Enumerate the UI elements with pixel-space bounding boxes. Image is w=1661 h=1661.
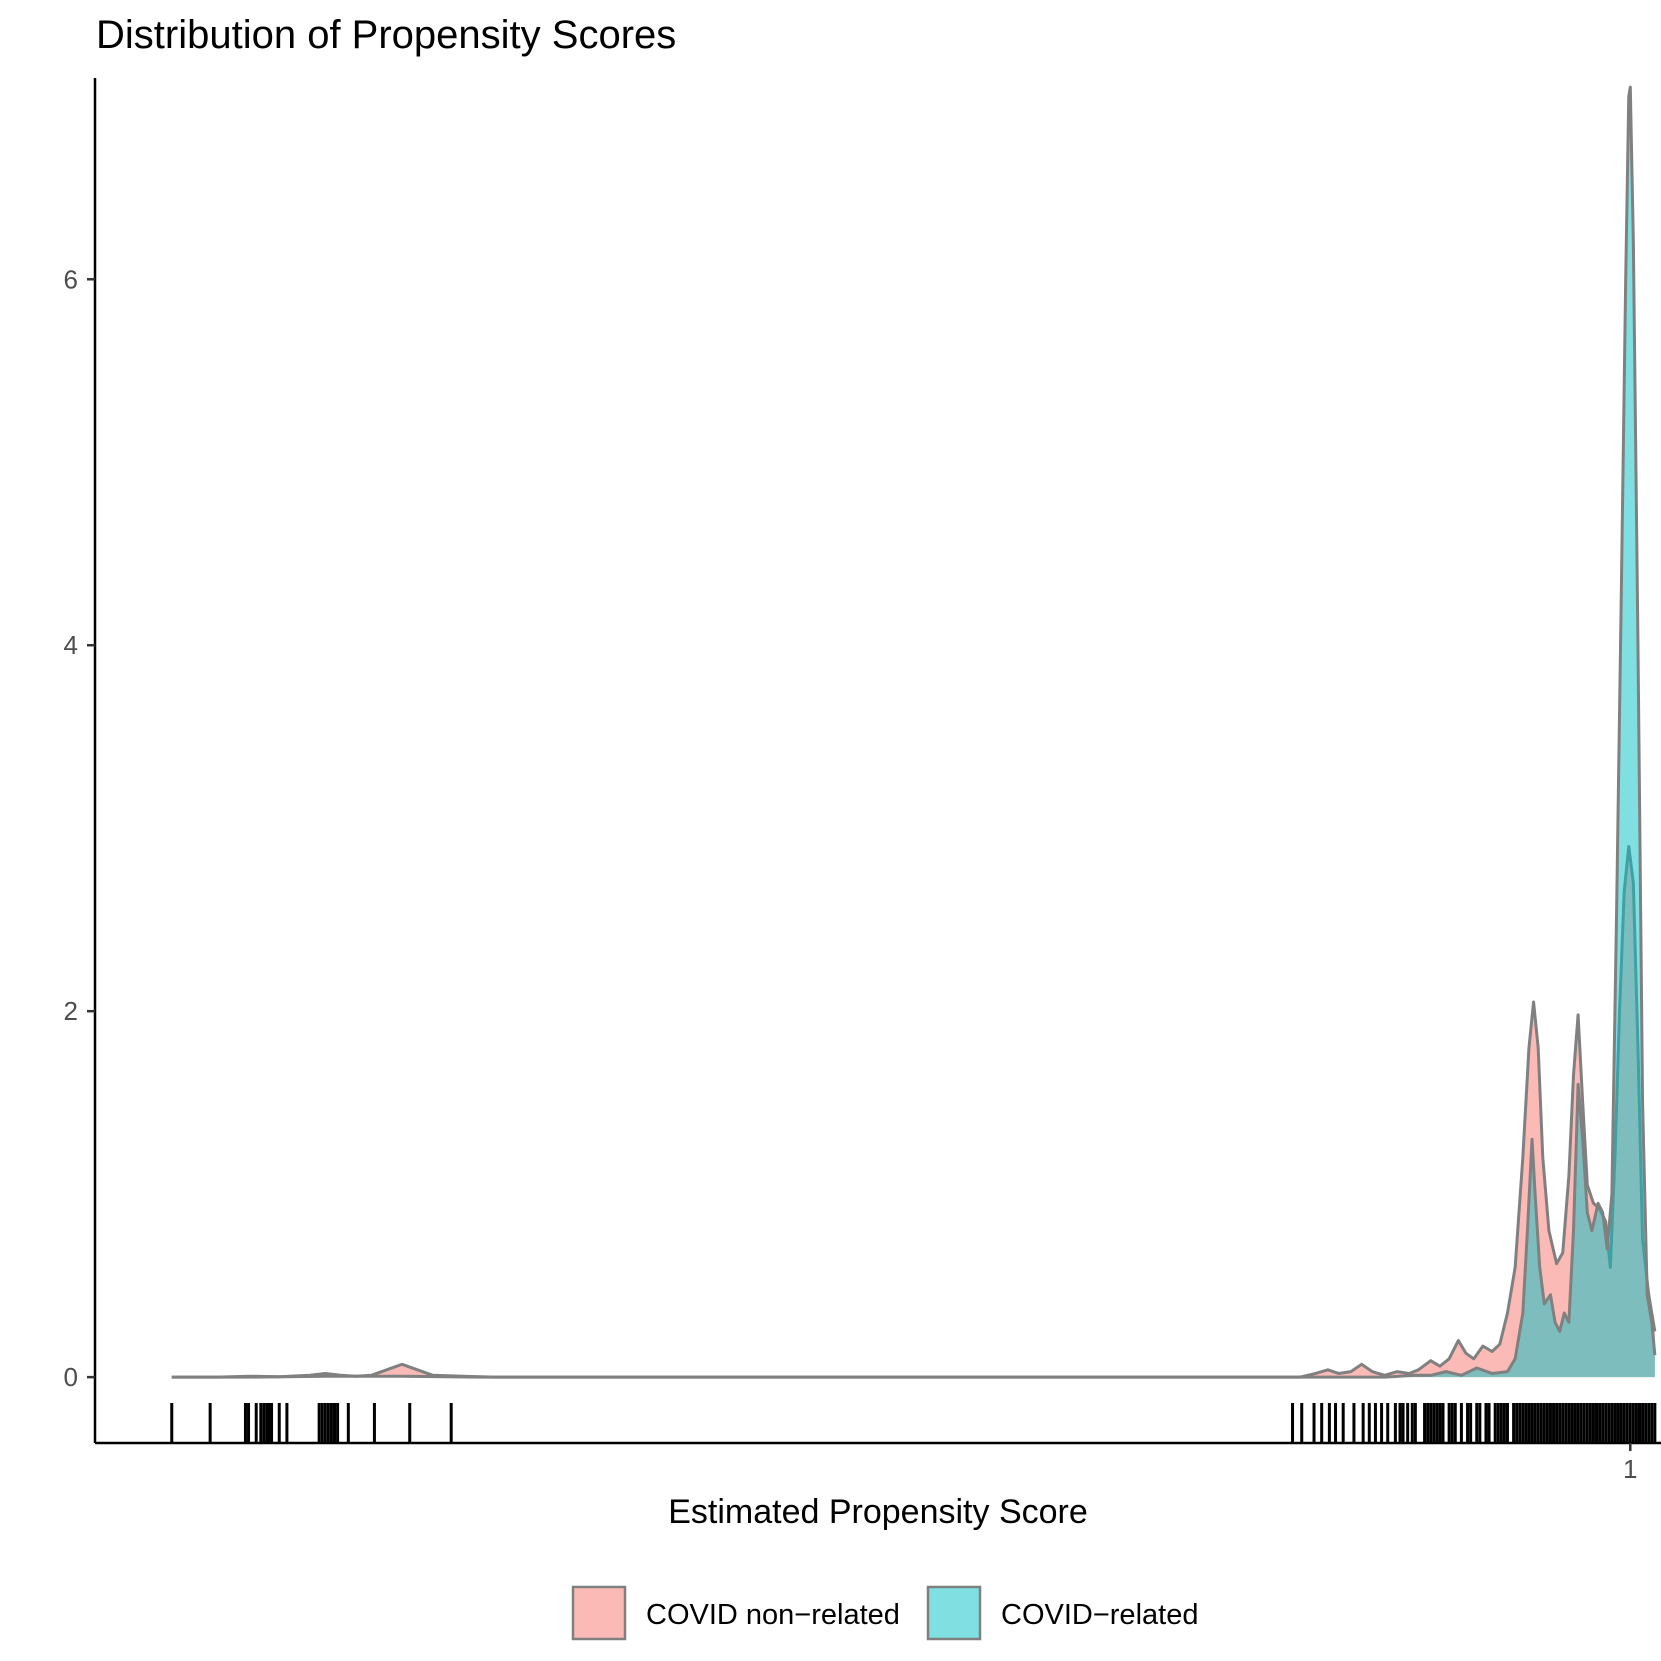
x-tick-label-0: 1 <box>1623 1454 1637 1484</box>
density-line-series-1 <box>171 85 1657 1379</box>
legend: COVID non−related COVID−related <box>571 1585 1198 1641</box>
x-ticks: 1 <box>1623 1443 1638 1484</box>
legend-swatch-0 <box>571 1585 627 1641</box>
density-areas <box>171 85 1657 1379</box>
chart-title: Distribution of Propensity Scores <box>96 13 676 57</box>
legend-label-1: COVID−related <box>1001 1599 1198 1631</box>
density-area-series-0 <box>171 846 1655 1378</box>
y-ticks: 0 2 4 6 <box>64 264 95 1392</box>
x-axis-title: Estimated Propensity Score <box>668 1493 1088 1531</box>
density-line-series-0 <box>171 845 1657 1379</box>
y-tick-label-1: 2 <box>64 996 78 1026</box>
y-tick-label-0: 0 <box>64 1362 78 1392</box>
rug-marks <box>170 1403 1657 1443</box>
y-tick-label-3: 6 <box>64 264 78 294</box>
y-tick-label-2: 4 <box>64 630 78 660</box>
density-area-series-1 <box>171 87 1655 1378</box>
legend-label-0: COVID non−related <box>646 1599 900 1631</box>
legend-swatch-1 <box>926 1585 982 1641</box>
